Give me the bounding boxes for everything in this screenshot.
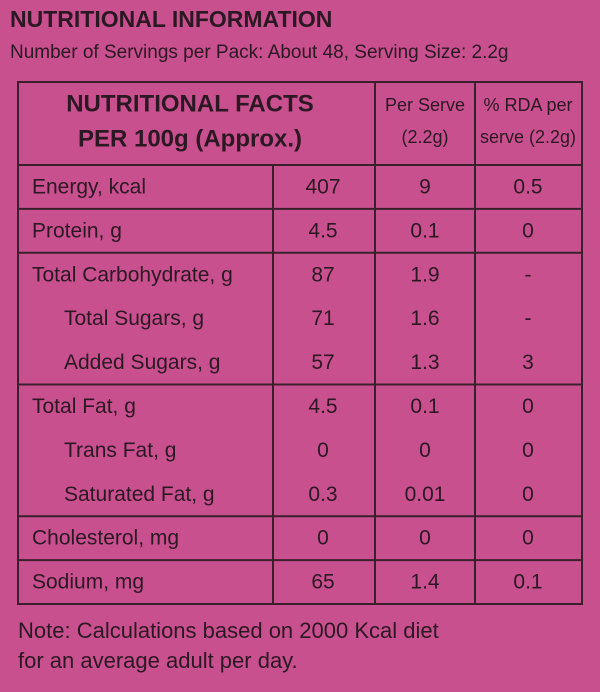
- row-label: Energy, kcal: [32, 175, 146, 198]
- cell-value: -: [525, 263, 532, 286]
- header-cell: NUTRITIONAL FACTS: [66, 90, 314, 117]
- header-cell: (2.2g): [401, 127, 448, 147]
- cell-value: 1.3: [410, 351, 439, 374]
- cell-value: 0: [522, 219, 534, 242]
- note-line: Note: Calculations based on 2000 Kcal di…: [18, 618, 439, 643]
- title: NUTRITIONAL INFORMATION: [10, 6, 332, 32]
- row-label: Saturated Fat, g: [64, 483, 215, 506]
- row-label: Total Sugars, g: [64, 307, 204, 330]
- subtitle: Number of Servings per Pack: About 48, S…: [10, 42, 509, 63]
- cell-value: 57: [311, 351, 334, 374]
- row-label: Trans Fat, g: [64, 439, 176, 462]
- cell-value: 0.5: [513, 175, 542, 198]
- cell-value: 0: [522, 395, 534, 418]
- header-cell: % RDA per: [483, 95, 572, 115]
- note-line: for an average adult per day.: [18, 648, 298, 673]
- cell-value: -: [525, 307, 532, 330]
- cell-value: 0: [419, 527, 431, 550]
- cell-value: 0: [522, 483, 534, 506]
- cell-value: 1.4: [410, 571, 440, 594]
- cell-value: 71: [311, 307, 334, 330]
- cell-value: 65: [311, 571, 334, 594]
- row-label: Sodium, mg: [32, 571, 144, 594]
- header-cell: PER 100g (Approx.): [78, 125, 302, 152]
- cell-value: 0: [522, 527, 534, 550]
- cell-value: 0: [317, 527, 329, 550]
- cell-value: 0: [419, 439, 431, 462]
- cell-value: 3: [522, 351, 534, 374]
- cell-value: 0.01: [405, 483, 446, 506]
- row-label: Total Fat, g: [32, 395, 136, 418]
- cell-value: 407: [305, 175, 340, 198]
- header-cell: serve (2.2g): [480, 127, 576, 147]
- cell-value: 1.9: [410, 263, 439, 286]
- row-label: Added Sugars, g: [64, 351, 220, 374]
- row-label: Protein, g: [32, 219, 122, 242]
- cell-value: 0.1: [410, 395, 439, 418]
- cell-value: 1.6: [410, 307, 439, 330]
- cell-value: 0.3: [308, 483, 337, 506]
- row-label: Total Carbohydrate, g: [32, 263, 233, 286]
- cell-value: 0: [522, 439, 534, 462]
- cell-value: 0.1: [513, 571, 542, 594]
- cell-value: 0.1: [410, 219, 439, 242]
- cell-value: 9: [419, 175, 431, 198]
- row-label: Cholesterol, mg: [32, 527, 179, 550]
- cell-value: 0: [317, 439, 329, 462]
- cell-value: 4.5: [308, 219, 337, 242]
- header-cell: Per Serve: [385, 95, 465, 115]
- cell-value: 4.5: [308, 395, 337, 418]
- table-frame: [17, 81, 583, 605]
- cell-value: 87: [311, 263, 334, 286]
